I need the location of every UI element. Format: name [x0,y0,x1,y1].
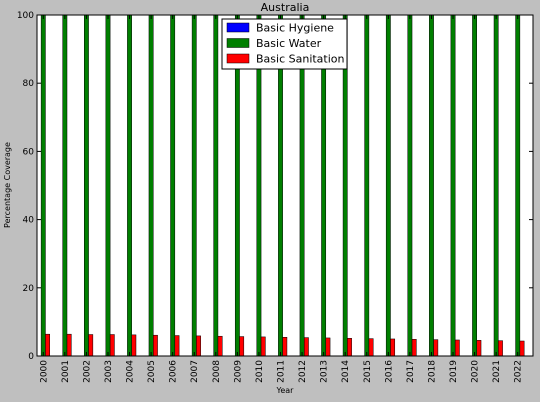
y-tick-label: 20 [23,284,35,294]
legend-label: Basic Hygiene [256,22,334,35]
x-tick-label: 2011 [277,360,287,383]
x-tick-label: 2021 [492,360,502,383]
bar-basic-water-2019 [450,14,456,357]
plot-area [37,15,533,356]
x-tick-label: 2012 [298,360,308,383]
x-axis: 2000 2001 2002 2003 2004 2005 2006 2007 2008 2009… [39,15,524,383]
x-tick-label: 2016 [384,360,394,383]
bar-basic-water-2017 [407,14,413,357]
bar-basic-sanitation-2012 [303,337,309,357]
legend-swatch [226,38,250,48]
legend: Basic Hygiene Basic Water Basic Sanitation [221,18,348,70]
bar-basic-sanitation-2010 [260,336,266,357]
y-tick-label: 40 [23,216,35,226]
bar-basic-water-2000 [40,14,46,357]
chart-title: Australia [261,1,310,14]
legend-label: Basic Sanitation [256,53,345,66]
bar-basic-sanitation-2015 [368,338,374,357]
x-tick-label: 2018 [427,360,437,383]
x-tick-label: 2006 [169,360,179,383]
bar-basic-sanitation-2006 [174,335,180,357]
bar-basic-sanitation-2016 [390,338,396,357]
bar-basic-water-2005 [148,14,154,357]
bar-basic-sanitation-2020 [476,340,482,357]
plot-frame [36,14,534,357]
legend-swatch [226,22,250,33]
bar-basic-sanitation-2018 [433,339,439,357]
y-axis-label: Percentage Coverage [3,142,12,228]
bar-basic-sanitation-2004 [131,334,137,357]
bar-basic-sanitation-2001 [66,333,72,357]
y-tick-label: 0 [28,352,34,362]
bar-basic-water-2022 [515,14,521,357]
bar-basic-water-2021 [493,14,499,357]
x-tick-label: 2014 [341,360,351,383]
y-tick-label: 100 [17,11,34,21]
y-tick-label: 60 [23,147,35,157]
legend-swatch [226,53,250,64]
bar-basic-water-2018 [429,14,434,357]
x-tick-label: 2007 [190,360,200,383]
bar-basic-sanitation-2007 [196,335,201,357]
bar-basic-sanitation-2005 [153,334,158,357]
x-tick-label: 2008 [212,360,222,383]
x-tick-label: 2002 [82,360,92,383]
bar-basic-water-2016 [385,14,391,357]
bar-basic-sanitation-2022 [519,340,525,357]
bar-basic-sanitation-2000 [45,333,50,357]
x-tick-label: 2005 [147,360,157,383]
x-tick-label: 2013 [320,360,330,383]
bar-basic-sanitation-2008 [217,335,223,357]
bar-basic-water-2001 [62,14,68,357]
x-tick-label: 2004 [126,360,136,383]
bar-basic-water-2006 [170,14,176,357]
x-tick-label: 2022 [514,360,524,383]
x-tick-label: 2009 [233,360,243,383]
x-tick-label: 2020 [471,360,481,383]
bar-basic-sanitation-2013 [325,337,331,357]
bar-basic-water-2004 [127,14,132,357]
bar-basic-water-2003 [105,14,111,357]
x-axis-label: Year [276,386,295,395]
x-tick-label: 2003 [104,360,114,383]
bar-basic-sanitation-2011 [282,337,288,357]
bar-basic-water-2020 [472,14,477,357]
y-tick-label: 80 [23,79,35,89]
bar-basic-sanitation-2017 [411,339,417,357]
x-tick-label: 2000 [39,360,49,383]
bar-basic-sanitation-2009 [239,336,245,357]
bar-basic-water-2002 [84,14,89,357]
legend-label: Basic Water [256,37,322,50]
bar-basic-water-2008 [213,14,219,357]
bar-basic-sanitation-2003 [109,334,115,357]
bar-basic-sanitation-2021 [498,340,503,357]
x-tick-label: 2017 [406,360,416,383]
x-tick-label: 2001 [61,360,71,383]
bar-basic-sanitation-2019 [454,339,460,357]
bar-basic-water-2007 [191,14,197,357]
bar-basic-sanitation-2002 [88,334,94,357]
x-tick-label: 2019 [449,360,459,383]
bar-basic-water-2015 [364,14,370,357]
x-tick-label: 2015 [363,360,373,383]
x-tick-label: 2010 [255,360,265,383]
bar-basic-sanitation-2014 [347,338,352,357]
